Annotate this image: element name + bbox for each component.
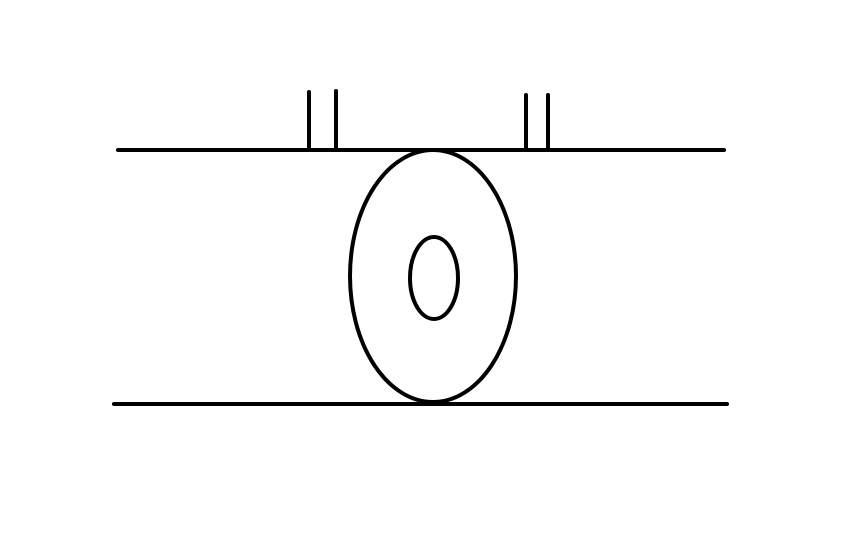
- left-double-tick: [307, 89, 338, 152]
- outer-ellipse: [348, 148, 518, 404]
- right-double-tick: [524, 93, 550, 152]
- inner-ellipse: [408, 235, 460, 321]
